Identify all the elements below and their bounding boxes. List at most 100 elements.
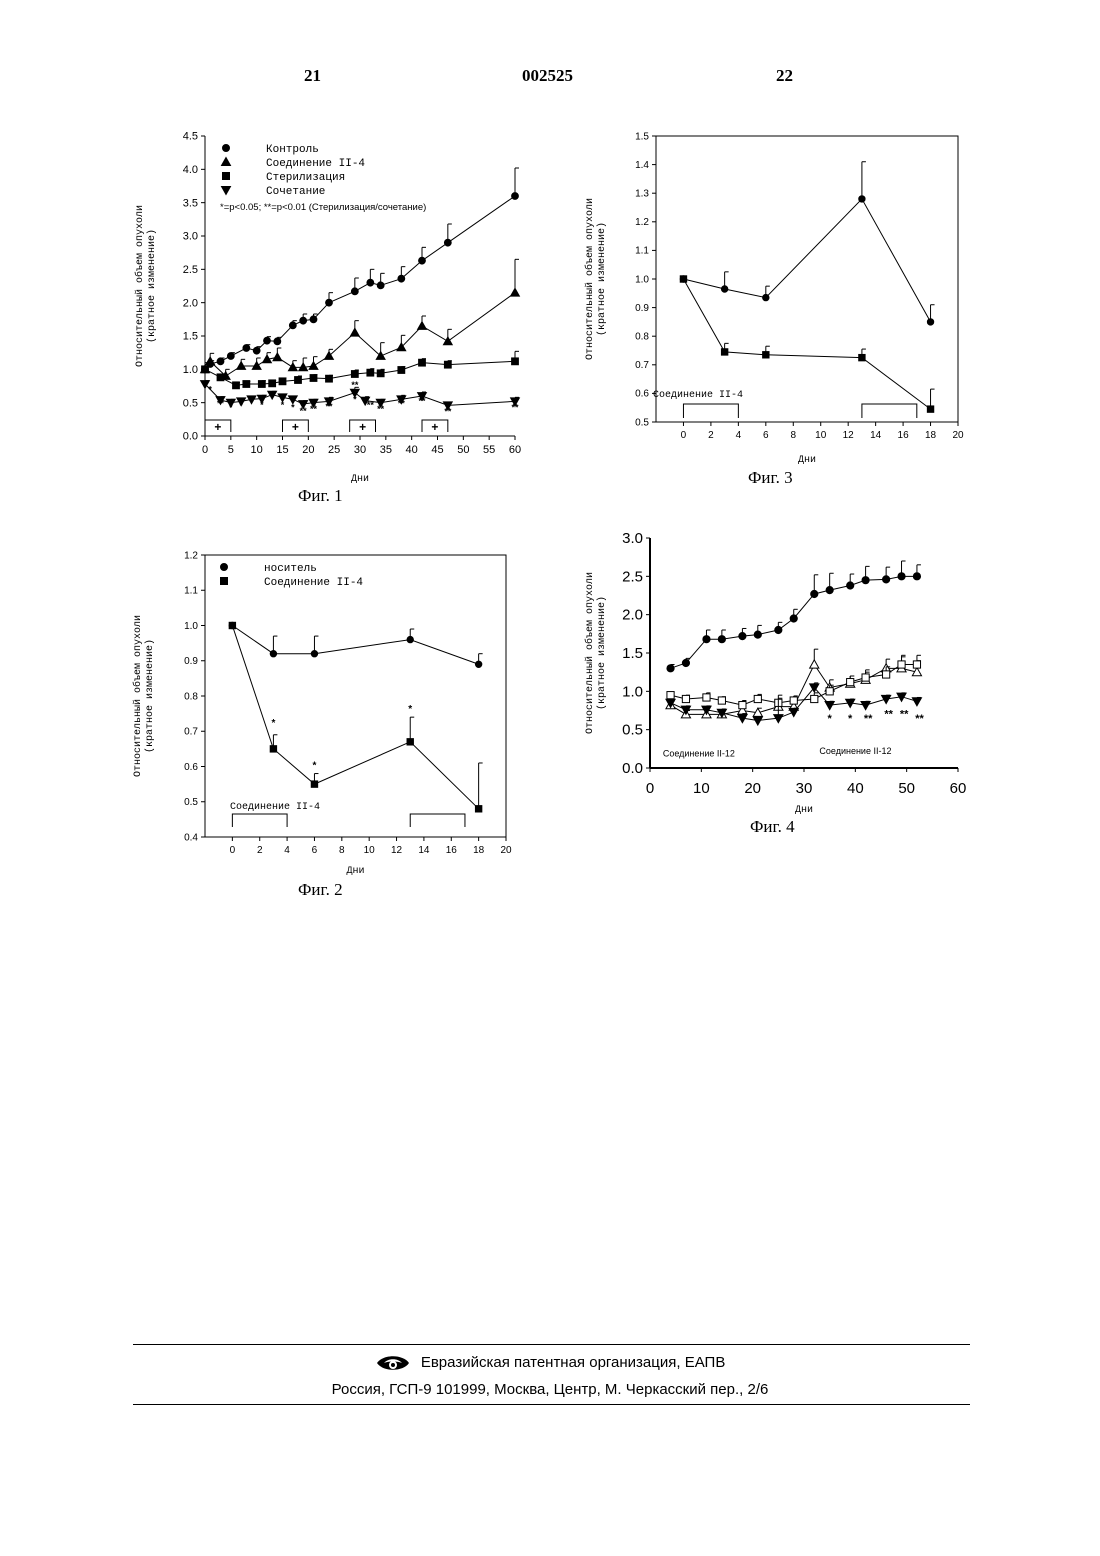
x-tick-label: 15 <box>276 444 288 456</box>
significance-mark: * <box>260 400 264 410</box>
data-point <box>847 679 854 686</box>
series-0 <box>229 622 482 667</box>
x-tick-label: 20 <box>744 780 761 797</box>
treatment-period-bracket <box>862 404 917 418</box>
legend-entry: Соединение II-4 <box>264 577 363 589</box>
significance-mark: ** <box>884 708 893 720</box>
data-point <box>682 695 689 702</box>
x-tick-label: 8 <box>790 430 796 441</box>
data-point <box>512 358 519 365</box>
data-point <box>326 299 333 306</box>
x-tick-label: 10 <box>251 444 263 456</box>
x-tick-label: 30 <box>354 444 366 456</box>
data-point <box>419 257 426 264</box>
x-tick-label: 40 <box>847 780 864 797</box>
treatment-annotation: Соединение II-12 <box>819 746 891 756</box>
data-point <box>511 288 520 296</box>
data-point <box>377 370 384 377</box>
data-point <box>311 651 317 657</box>
significance-note: *=p<0.05; **=p<0.01 (Стерилизация/сочета… <box>220 202 426 213</box>
data-point <box>763 294 769 300</box>
data-point <box>398 367 405 374</box>
significance-mark: ** <box>915 713 924 725</box>
significance-mark: ** <box>300 406 308 416</box>
significance-mark: * <box>848 713 853 725</box>
series-line <box>205 361 515 385</box>
y-tick-label: 0.5 <box>635 417 649 428</box>
x-tick-label: 25 <box>328 444 340 456</box>
y-tick-label: 0.8 <box>184 691 198 702</box>
data-point <box>703 636 710 643</box>
y-tick-label: 3.0 <box>183 231 198 243</box>
y-tick-label: 1.0 <box>183 364 198 376</box>
data-point <box>718 636 725 643</box>
data-point <box>350 328 359 336</box>
x-tick-label: 5 <box>228 444 234 456</box>
x-tick-label: 20 <box>500 845 512 856</box>
y-tick-label: 4.5 <box>183 131 198 143</box>
treatment-annotation: Соединение II-12 <box>663 749 735 759</box>
x-tick-label: 18 <box>925 430 937 441</box>
treatment-period-bracket <box>683 404 738 418</box>
data-point <box>790 697 797 704</box>
significance-mark: ** <box>377 404 385 414</box>
x-tick-label: 35 <box>380 444 392 456</box>
data-point <box>351 371 358 378</box>
data-point <box>898 573 905 580</box>
x-tick-label: 2 <box>257 845 263 856</box>
y-axis-label: Относительный объем опухоли <box>583 198 596 360</box>
x-tick-label: 4 <box>736 430 742 441</box>
treatment-period-bracket <box>410 814 465 827</box>
data-point <box>419 359 426 366</box>
data-point <box>270 746 276 752</box>
data-point <box>398 275 405 282</box>
data-point <box>913 573 920 580</box>
legend-entry: носитель <box>264 563 317 575</box>
data-point <box>243 381 250 388</box>
data-point <box>667 692 674 699</box>
y-tick-label: 0.4 <box>184 832 198 843</box>
data-point <box>811 590 818 597</box>
significance-mark: * <box>408 704 412 715</box>
significance-mark: * <box>239 401 243 411</box>
x-tick-label: 0 <box>646 780 654 797</box>
figure-1-chart: 0.00.51.01.52.02.53.03.54.04.50510152025… <box>130 125 530 495</box>
treatment-period-bracket <box>232 814 287 827</box>
y-tick-label: 0.6 <box>635 389 649 400</box>
y-tick-label: 1.0 <box>635 274 649 285</box>
data-point <box>859 354 865 360</box>
data-point <box>367 279 374 286</box>
data-point <box>753 717 762 725</box>
x-tick-label: 14 <box>418 845 430 856</box>
data-point <box>775 626 782 633</box>
figure-3-caption: Фиг. 3 <box>748 468 793 488</box>
x-tick-label: 45 <box>431 444 443 456</box>
data-point <box>721 286 727 292</box>
page-number-right: 22 <box>776 66 793 86</box>
x-tick-label: 50 <box>457 444 469 456</box>
x-tick-label: 0 <box>230 845 236 856</box>
footer-address: Россия, ГСП-9 101999, Москва, Центр, М. … <box>0 1381 1100 1398</box>
data-point <box>826 688 833 695</box>
series-line <box>232 626 478 809</box>
data-point <box>811 695 818 702</box>
x-axis-label: Дни <box>351 474 369 485</box>
y-tick-label: 1.5 <box>622 645 643 662</box>
x-tick-label: 16 <box>446 845 458 856</box>
y-tick-label: 1.3 <box>635 189 649 200</box>
x-tick-label: 10 <box>815 430 827 441</box>
data-point <box>754 695 761 702</box>
y-axis-label: Относительный объем опухоли <box>131 615 144 777</box>
series-line <box>232 626 478 665</box>
data-point <box>927 319 933 325</box>
y-tick-label: 0.8 <box>635 332 649 343</box>
footer-org-text: Евразийская патентная организация, ЕАПВ <box>421 1354 726 1371</box>
y-tick-label: 2.5 <box>622 568 643 585</box>
data-point <box>217 374 224 381</box>
data-point <box>913 661 920 668</box>
y-tick-label: 1.1 <box>184 586 198 597</box>
x-tick-label: 30 <box>796 780 813 797</box>
significance-mark: * <box>828 713 833 725</box>
data-point <box>295 377 302 384</box>
data-point <box>883 576 890 583</box>
